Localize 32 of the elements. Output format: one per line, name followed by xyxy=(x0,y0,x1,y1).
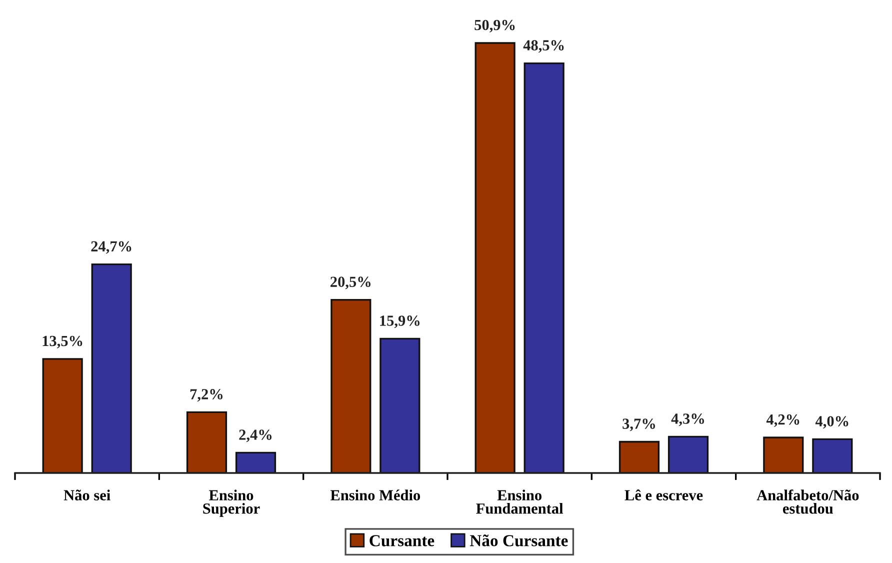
x-tick-label: Ensino Superior xyxy=(203,490,260,517)
data-label: 13,5% xyxy=(42,336,82,348)
data-label: 7,2% xyxy=(190,389,222,402)
bar xyxy=(91,264,132,473)
bar xyxy=(186,411,228,473)
bar xyxy=(812,438,853,473)
bar xyxy=(380,338,420,473)
x-tick-label: Ensino Médio xyxy=(330,490,420,500)
bar xyxy=(668,436,709,473)
data-label: 4,0% xyxy=(815,416,848,429)
bar xyxy=(618,440,660,473)
data-label: 3,7% xyxy=(622,418,655,432)
legend-label: Cursante xyxy=(370,535,434,546)
x-tick-label: Analfabeto/Não estudou xyxy=(756,490,859,514)
x-tick-label: Não sei xyxy=(64,490,110,500)
legend-label: Não Cursante xyxy=(470,534,568,546)
data-label: 24,7% xyxy=(91,241,132,254)
bar xyxy=(524,62,564,473)
bar xyxy=(474,42,516,473)
bar xyxy=(763,436,804,473)
data-label: 4,2% xyxy=(766,414,800,427)
data-label: 4,3% xyxy=(671,414,704,426)
x-tick-label: Ensino Fundamental xyxy=(476,490,564,514)
bar xyxy=(235,452,276,473)
bar xyxy=(42,358,83,473)
bar xyxy=(330,298,372,473)
x-tick-label: Lê e escreve xyxy=(624,489,703,500)
data-label: 48,5% xyxy=(523,40,564,53)
data-label: 20,5% xyxy=(330,276,370,290)
data-label: 50,9% xyxy=(474,20,515,32)
data-label: 2,4% xyxy=(239,430,272,442)
data-label: 15,9% xyxy=(380,316,420,328)
